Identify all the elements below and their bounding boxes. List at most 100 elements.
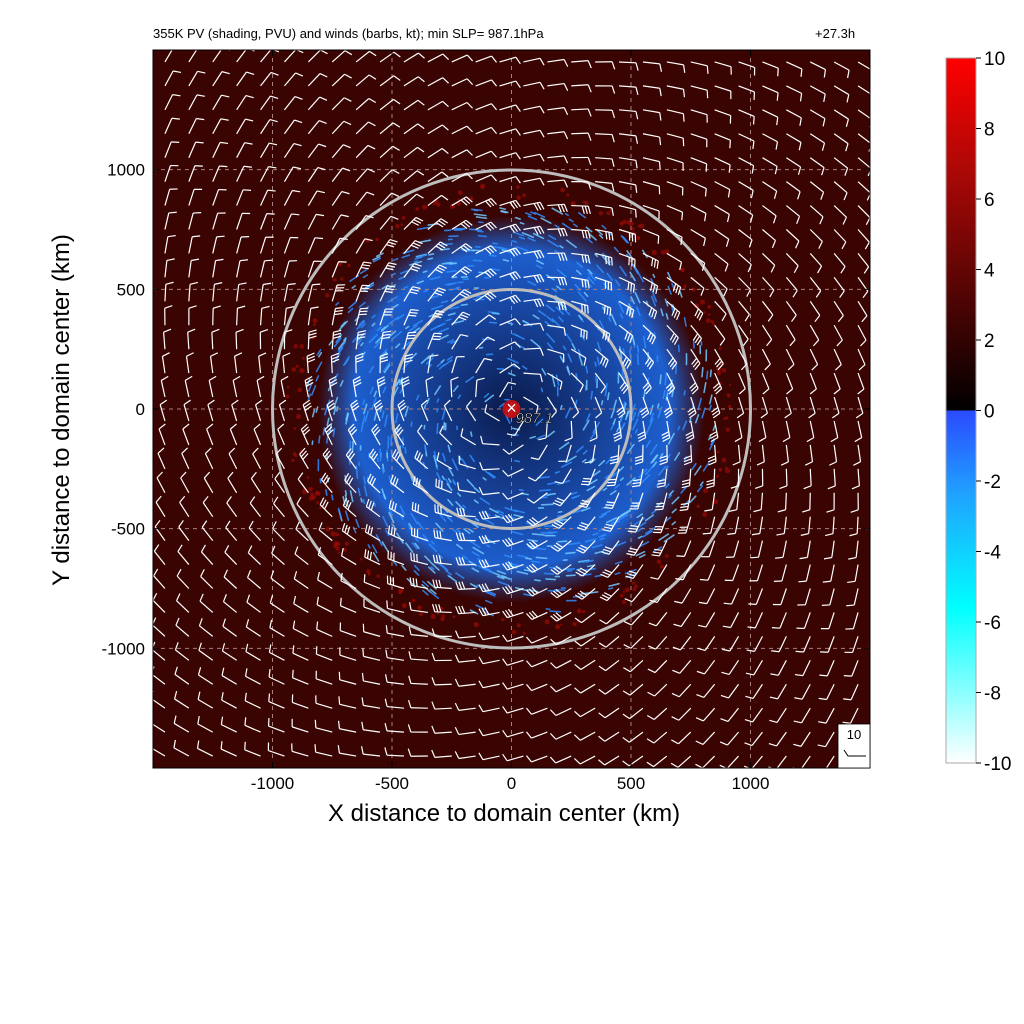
barb-shaft bbox=[403, 146, 418, 159]
barb-flag bbox=[347, 501, 352, 510]
barb-flag bbox=[344, 73, 352, 79]
pv-speckle bbox=[468, 228, 482, 232]
pv-speckle bbox=[379, 406, 383, 413]
pv-speckle bbox=[311, 409, 316, 418]
wind-barb bbox=[761, 324, 773, 347]
pv-rim-mark bbox=[716, 450, 720, 454]
pv-speckle bbox=[307, 393, 312, 401]
barb-flag bbox=[256, 375, 265, 381]
barb-shaft bbox=[809, 85, 826, 95]
barb-flag bbox=[174, 642, 179, 651]
barb-flag bbox=[418, 454, 424, 463]
wind-barb bbox=[551, 516, 572, 529]
wind-barb bbox=[734, 420, 743, 443]
barb-shaft bbox=[244, 749, 261, 757]
barb-shaft bbox=[809, 372, 817, 390]
pv-rim-mark bbox=[325, 526, 331, 532]
wind-barb bbox=[547, 348, 565, 363]
barb-flag bbox=[432, 579, 436, 588]
barb-flag bbox=[384, 747, 388, 756]
pv-speckle bbox=[466, 479, 475, 488]
barb-flag bbox=[599, 596, 608, 602]
barb-shaft bbox=[706, 588, 716, 604]
barb-shaft bbox=[185, 356, 190, 374]
barb-shaft bbox=[458, 683, 476, 687]
barb-flag bbox=[454, 678, 460, 687]
barb-flag bbox=[833, 388, 841, 395]
barb-flag bbox=[334, 309, 343, 313]
barb-flag bbox=[770, 673, 779, 676]
barb-flag bbox=[659, 455, 668, 459]
pv-speckle bbox=[561, 222, 573, 231]
barb-flag bbox=[197, 667, 202, 676]
barb-shaft bbox=[809, 276, 822, 292]
barb-flag bbox=[574, 710, 581, 718]
pv-rim-mark bbox=[337, 261, 343, 267]
wind-barb bbox=[833, 157, 849, 176]
barb-flag bbox=[528, 588, 536, 595]
pv-speckle bbox=[436, 327, 450, 334]
barb-flag bbox=[393, 98, 401, 105]
barb-flag bbox=[322, 447, 329, 455]
wind-barb bbox=[526, 516, 548, 527]
wind-barb bbox=[785, 372, 794, 395]
pv-speckle bbox=[490, 245, 503, 250]
wind-barb bbox=[174, 666, 190, 685]
wind-barb bbox=[642, 181, 661, 195]
wind-barb bbox=[173, 691, 190, 709]
barb-shaft bbox=[754, 612, 763, 629]
barb-flag bbox=[512, 224, 518, 232]
barb-shaft bbox=[714, 157, 731, 166]
barb-shaft bbox=[547, 324, 565, 329]
wind-barb bbox=[690, 300, 704, 321]
barb-shaft bbox=[164, 70, 174, 87]
pv-speckle bbox=[518, 488, 524, 492]
barb-flag bbox=[391, 449, 397, 457]
pv-speckle bbox=[674, 452, 681, 461]
barb-flag bbox=[417, 99, 425, 106]
barb-flag bbox=[803, 485, 812, 490]
barb-flag bbox=[557, 277, 562, 286]
pv-speckle bbox=[578, 354, 583, 366]
barb-flag bbox=[369, 551, 372, 560]
barb-shaft bbox=[655, 612, 668, 627]
barb-shaft bbox=[451, 101, 468, 111]
wind-barb bbox=[228, 447, 238, 470]
barb-shaft bbox=[703, 683, 716, 698]
barb-flag bbox=[738, 388, 746, 395]
barb-flag bbox=[826, 509, 835, 513]
pv-speckle bbox=[657, 465, 667, 476]
barb-flag bbox=[331, 355, 340, 360]
barb-shaft bbox=[690, 85, 708, 91]
wind-barb bbox=[768, 755, 787, 768]
barb-shaft bbox=[642, 181, 660, 187]
wind-barb bbox=[350, 399, 360, 422]
barb-flag bbox=[316, 190, 325, 194]
barb-shaft bbox=[595, 157, 613, 160]
barb-flag bbox=[598, 665, 606, 672]
barb-shaft bbox=[761, 372, 770, 390]
barb-flag bbox=[555, 542, 564, 548]
barb-shaft bbox=[258, 356, 262, 374]
barb-flag bbox=[648, 307, 653, 316]
barb-flag bbox=[639, 406, 647, 413]
wind-barb bbox=[260, 118, 278, 135]
barb-flag bbox=[465, 243, 473, 249]
barb-flag bbox=[293, 571, 298, 580]
barb-shaft bbox=[690, 133, 708, 140]
barb-shaft bbox=[679, 659, 692, 674]
barb-shaft bbox=[459, 463, 476, 470]
barb-flag bbox=[367, 473, 372, 482]
barb-shaft bbox=[277, 429, 286, 446]
barb-flag bbox=[150, 740, 152, 748]
barb-shaft bbox=[801, 707, 811, 724]
wind-barb bbox=[675, 564, 692, 581]
pv-speckle bbox=[648, 418, 654, 429]
wind-barb bbox=[786, 85, 803, 102]
pv-speckle bbox=[440, 359, 445, 363]
wind-barb bbox=[164, 164, 179, 182]
barb-flag bbox=[578, 546, 586, 552]
wind-barb bbox=[785, 324, 796, 347]
pv-speckle bbox=[376, 326, 383, 332]
barb-flag bbox=[842, 769, 850, 771]
